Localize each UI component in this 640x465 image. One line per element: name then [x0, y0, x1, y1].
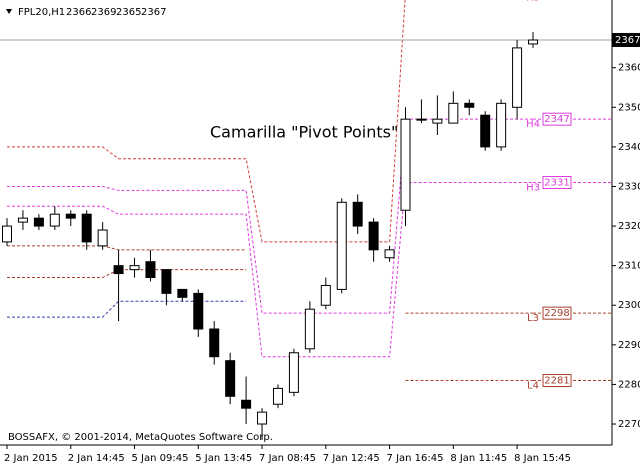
x-tick-label: 2 Jan 2015	[4, 453, 58, 464]
candle-body	[480, 114, 491, 148]
candle-body	[241, 399, 252, 409]
current-price: 2367	[615, 35, 640, 46]
candle-body	[129, 265, 140, 271]
y-tick-label: 2300	[618, 300, 640, 311]
y-tick-label: 2290	[618, 340, 640, 351]
symbol: FPL20,H1	[18, 7, 65, 18]
candle-body	[304, 308, 315, 350]
pivot-label: H4	[526, 119, 540, 130]
pivot-line	[7, 0, 406, 243]
candle-body	[225, 360, 236, 397]
candle-body	[257, 411, 268, 425]
pivot-line	[7, 118, 534, 314]
pivot-label: H5	[526, 0, 540, 3]
candle-body	[81, 213, 92, 243]
pivot-value: 2298	[544, 308, 569, 319]
header-close: 2367	[141, 7, 166, 18]
y-tick-label: 2280	[618, 379, 640, 390]
y-tick-label: 2360	[618, 63, 640, 74]
y-tick-label: 2350	[618, 102, 640, 113]
pivot-line	[7, 182, 534, 358]
pivot-line	[7, 300, 247, 318]
x-tick-label: 7 Jan 16:45	[387, 453, 444, 464]
candle-body	[209, 328, 220, 358]
pivot-line	[7, 269, 247, 279]
header-high: 2369	[91, 7, 116, 18]
x-tick-label: 8 Jan 11:45	[450, 453, 507, 464]
candle-body	[384, 249, 395, 259]
candle-body	[432, 118, 443, 124]
candle-body	[97, 229, 108, 247]
y-tick-label: 2330	[618, 181, 640, 192]
candle-body	[145, 261, 156, 279]
candle-body	[288, 352, 299, 393]
header-open: 2366	[66, 7, 91, 18]
pivot-value: 2281	[544, 375, 569, 386]
pivot-label: H3	[526, 183, 540, 194]
candle-body	[320, 284, 331, 306]
candle-body	[33, 217, 44, 227]
candle-body	[193, 292, 204, 330]
candle-body	[464, 102, 475, 108]
pivot-value-box	[542, 112, 572, 126]
x-tick-label: 5 Jan 13:45	[195, 453, 252, 464]
candle-body	[496, 102, 507, 148]
pivot-value-box	[542, 306, 572, 320]
y-tick-label: 2340	[618, 142, 640, 153]
candle-body	[336, 201, 347, 290]
candle-body	[400, 118, 411, 211]
pivot-value: 2331	[544, 178, 569, 189]
plot-area	[0, 0, 612, 440]
pivot-label: L3	[527, 313, 539, 324]
candle-body	[65, 213, 76, 219]
y-tick-label: 2310	[618, 261, 640, 272]
pivot-value-box	[542, 373, 572, 387]
y-tick-label: 2320	[618, 221, 640, 232]
candle-body	[512, 47, 523, 108]
x-tick-label: 7 Jan 12:45	[323, 453, 380, 464]
candle-body	[352, 201, 363, 227]
x-tick-label: 8 Jan 15:45	[514, 453, 571, 464]
copyright: BOSSAFX, © 2001-2014, MetaQuotes Softwar…	[8, 432, 273, 443]
header-low: 2365	[116, 7, 141, 18]
candle-body	[528, 39, 539, 45]
candle-body	[177, 288, 188, 298]
pivot-value-box	[542, 176, 572, 190]
pivot-value: 2347	[544, 114, 569, 125]
candle-body	[49, 213, 60, 227]
candle-body	[448, 102, 459, 124]
candle-body	[113, 265, 124, 275]
pivot-line	[7, 245, 247, 251]
candle-body	[368, 221, 379, 251]
candle-body	[17, 217, 28, 223]
x-tick-label: 7 Jan 08:45	[259, 453, 316, 464]
candle-body	[272, 387, 283, 405]
annotation: Camarilla "Pivot Points"	[210, 123, 398, 142]
x-tick-label: 5 Jan 09:45	[132, 453, 189, 464]
menu-arrow[interactable]	[6, 9, 12, 14]
x-tick-label: 2 Jan 14:45	[68, 453, 125, 464]
price-box	[612, 32, 640, 47]
pivot-label: L4	[527, 380, 539, 391]
candle-body	[161, 269, 172, 294]
candle-body	[2, 225, 12, 243]
candle-body	[416, 118, 427, 121]
y-tick-label: 2270	[618, 419, 640, 430]
